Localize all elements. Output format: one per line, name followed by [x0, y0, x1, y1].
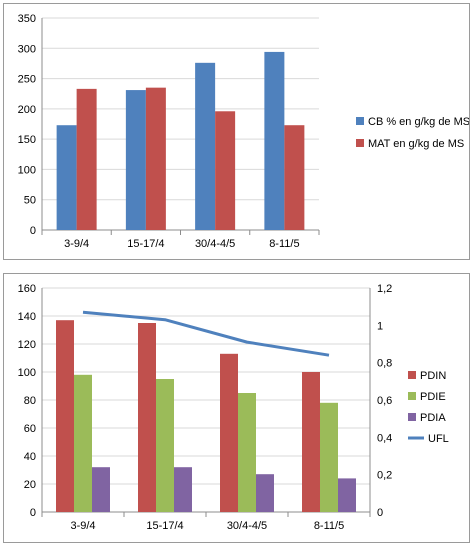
- bar-pdia: [256, 474, 274, 512]
- legend-label: PDIE: [420, 391, 446, 403]
- y-tick-label: 60: [24, 423, 36, 435]
- bar-mat-en-g-kg-de-ms: [145, 87, 166, 231]
- chart-pdi-ufl: 0 20 40 60 80 100 120 140 160 3-9/4 15-17/4 30/4-4/…: [18, 283, 449, 532]
- y-tick-label: 250: [18, 74, 36, 86]
- y-tick-label: 120: [18, 339, 36, 351]
- bar-pdia: [92, 467, 110, 512]
- x-tick-label: 8-11/5: [314, 520, 344, 532]
- y-tick-label: 300: [18, 43, 36, 55]
- bar-pdie: [156, 379, 174, 512]
- legend-key: [356, 117, 364, 125]
- y-tick-label: 100: [18, 367, 36, 379]
- legend-key: [408, 371, 416, 379]
- bar-cb-en-g-kg-de-ms: [125, 90, 146, 230]
- line-ufl: [82, 310, 330, 357]
- x-tick-label: 3-9/4: [64, 238, 89, 250]
- y2-tick-label: 0,2: [377, 470, 392, 482]
- bar-mat-en-g-kg-de-ms: [215, 111, 236, 230]
- bar-pdie: [320, 402, 338, 512]
- y-tick-label: 160: [18, 283, 36, 295]
- y-tick-label: 50: [24, 195, 36, 207]
- chart-panel-cb-mat: 0 50 100 150 200 250 300 350 3-9/4 15-17/4 30/4-4/…: [3, 3, 470, 260]
- legend-key: [356, 139, 364, 147]
- legend-label: MAT en g/kg de MS: [368, 138, 464, 150]
- bar-cb-en-g-kg-de-ms: [195, 62, 216, 230]
- x-tick-label: 30/4-4/5: [227, 520, 267, 532]
- bar-pdie: [238, 393, 256, 512]
- y2-tick-label: 0,6: [377, 395, 392, 407]
- bar-pdin: [220, 353, 238, 512]
- y2-tick-label: 1,2: [377, 283, 392, 295]
- chart-panel-pdi-ufl: 0 20 40 60 80 100 120 140 160 3-9/4 15-17/4 30/4-4/…: [3, 273, 470, 543]
- y2-tick-label: 0,4: [377, 432, 392, 444]
- y2-tick-label: 0,8: [377, 358, 392, 370]
- bar-pdie: [74, 374, 92, 512]
- y2-tick-label: 0: [377, 507, 383, 519]
- x-tick-label: 30/4-4/5: [195, 238, 235, 250]
- y-tick-label: 0: [30, 507, 36, 519]
- y-tick-label: 100: [18, 164, 36, 176]
- bar-pdia: [338, 478, 356, 512]
- x-tick-label: 3-9/4: [70, 520, 95, 532]
- legend-label: CB % en g/kg de MS: [368, 116, 469, 128]
- y-tick-label: 350: [18, 13, 36, 25]
- bar-pdin: [56, 320, 74, 512]
- legend-label: PDIA: [420, 412, 446, 424]
- y-tick-label: 40: [24, 451, 36, 463]
- legend-label: PDIN: [420, 370, 446, 382]
- bar-mat-en-g-kg-de-ms: [76, 88, 97, 231]
- bar-pdin: [138, 323, 156, 512]
- chart-cb-mat: 0 50 100 150 200 250 300 350 3-9/4 15-17/4 30/4-4/…: [18, 13, 469, 250]
- bar-cb-en-g-kg-de-ms: [264, 51, 285, 230]
- y-tick-label: 20: [24, 479, 36, 491]
- legend-label: UFL: [428, 433, 449, 445]
- y-tick-label: 140: [18, 311, 36, 323]
- y-tick-label: 80: [24, 395, 36, 407]
- bar-pdia: [174, 467, 192, 512]
- y-tick-label: 150: [18, 134, 36, 146]
- y-tick-label: 200: [18, 104, 36, 116]
- bar-cb-en-g-kg-de-ms: [56, 125, 77, 230]
- x-tick-label: 15-17/4: [146, 520, 183, 532]
- legend-key: [408, 413, 416, 421]
- bar-mat-en-g-kg-de-ms: [284, 125, 305, 230]
- x-tick-label: 8-11/5: [269, 238, 299, 250]
- y2-tick-label: 1: [377, 320, 383, 332]
- y-tick-label: 0: [30, 225, 36, 237]
- bar-pdin: [302, 372, 320, 512]
- legend-key: [408, 392, 416, 400]
- x-tick-label: 15-17/4: [127, 238, 164, 250]
